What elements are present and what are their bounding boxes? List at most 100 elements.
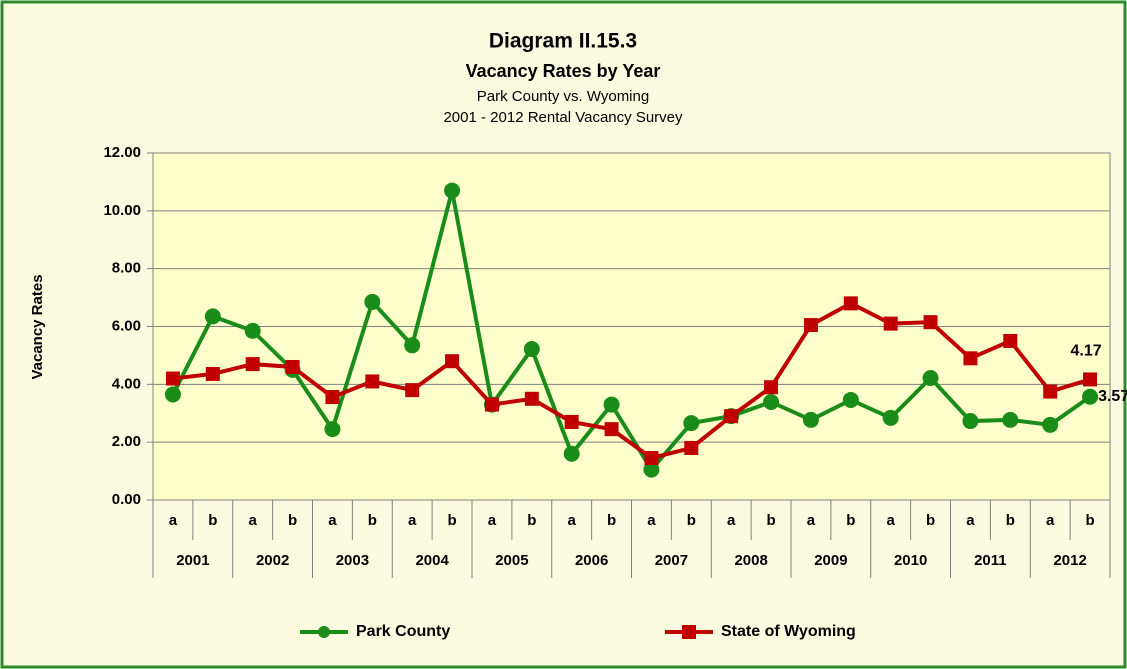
data-point [245,357,260,372]
x-tick-label: a [249,512,258,529]
legend-marker [318,626,330,638]
data-point [1042,416,1059,433]
data-point [164,386,181,403]
data-point [963,351,978,366]
x-group-label: 2010 [894,552,927,569]
legend-marker [682,625,696,639]
data-point [644,451,659,466]
data-point [802,411,819,428]
y-axis-label: Vacancy Rates [29,274,46,379]
data-point [445,354,460,369]
x-group-label: 2011 [974,552,1007,569]
y-tick-label: 0.00 [112,491,141,508]
x-tick-label: b [607,512,616,529]
data-point [763,393,780,410]
data-point [324,421,341,438]
x-group-label: 2008 [734,552,767,569]
data-point [165,371,180,386]
x-tick-label: a [1046,512,1055,529]
chart-title: Diagram II.15.3 [489,30,637,53]
x-group-label: 2012 [1053,552,1086,569]
data-point [764,380,779,395]
data-point [444,182,461,199]
data-label: 4.17 [1070,343,1101,360]
data-point [962,413,979,430]
x-group-label: 2007 [655,552,688,569]
data-point [1082,388,1099,405]
data-point [365,374,380,389]
x-tick-label: b [1085,512,1094,529]
x-tick-label: a [328,512,337,529]
data-point [325,390,340,405]
data-point [405,383,420,398]
x-tick-label: a [568,512,577,529]
x-tick-label: b [447,512,456,529]
x-tick-label: b [1006,512,1015,529]
data-point [1043,384,1058,399]
data-point [724,409,739,424]
x-group-label: 2005 [495,552,528,569]
x-tick-label: a [966,512,975,529]
data-point [923,315,938,330]
chart-subtitle-line: Park County vs. Wyoming [477,88,649,105]
x-tick-label: a [488,512,497,529]
y-tick-label: 12.00 [103,144,141,161]
x-group-label: 2003 [336,552,369,569]
data-point [244,322,261,339]
x-tick-label: a [887,512,896,529]
x-tick-label: a [408,512,417,529]
data-point [683,415,700,432]
data-point [882,409,899,426]
y-tick-label: 10.00 [103,202,141,219]
data-label: 3.57 [1098,388,1127,405]
x-tick-label: b [208,512,217,529]
data-point [564,414,579,429]
x-tick-label: b [368,512,377,529]
data-point [803,318,818,333]
data-point [603,396,620,413]
data-point [285,359,300,374]
data-point [1002,411,1019,428]
x-tick-label: a [647,512,656,529]
y-tick-label: 6.00 [112,317,141,334]
series-line [171,190,1092,474]
legend-label: State of Wyoming [721,623,856,640]
data-point [364,293,381,310]
y-tick-label: 8.00 [112,260,141,277]
y-tick-label: 2.00 [112,433,141,450]
chart-subtitle-line: 2001 - 2012 Rental Vacancy Survey [443,109,683,126]
y-tick-label: 4.00 [112,375,141,392]
legend-label: Park County [356,623,450,640]
x-tick-label: a [807,512,816,529]
data-point [484,397,499,412]
data-point [523,341,540,358]
data-point [604,422,619,437]
x-group-label: 2009 [814,552,847,569]
x-group-label: 2004 [415,552,449,569]
x-tick-label: a [169,512,178,529]
data-point [843,296,858,311]
data-point [1083,372,1098,387]
data-point [204,308,221,325]
data-point [1003,333,1018,348]
x-tick-label: b [527,512,536,529]
data-point [643,461,660,478]
chart-subtitle: Vacancy Rates by Year [466,61,661,81]
x-tick-label: b [846,512,855,529]
data-point [684,440,699,455]
x-tick-label: b [766,512,775,529]
x-group-label: 2002 [256,552,289,569]
data-point [922,369,939,386]
data-point [563,445,580,462]
data-point [524,391,539,406]
x-tick-label: b [288,512,297,529]
x-tick-label: b [687,512,696,529]
data-point [205,366,220,381]
data-point [842,391,859,408]
x-group-label: 2001 [176,552,209,569]
x-tick-label: b [926,512,935,529]
data-point [883,316,898,331]
x-group-label: 2006 [575,552,608,569]
